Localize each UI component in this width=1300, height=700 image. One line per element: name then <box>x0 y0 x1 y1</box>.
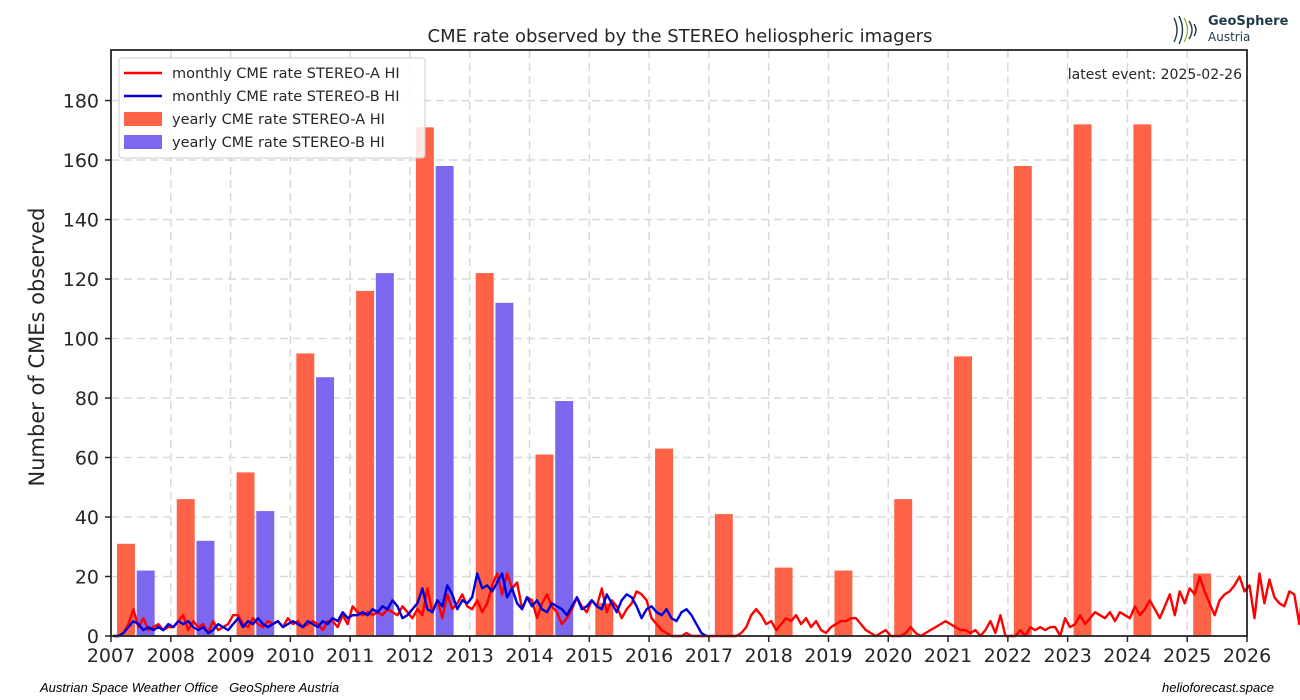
bar-stereo-a-2022 <box>1013 166 1032 637</box>
bar-stereo-a-2011 <box>356 290 375 636</box>
x-tick-label: 2021 <box>924 645 972 667</box>
x-tick-label: 2017 <box>685 645 733 667</box>
bars <box>116 124 1212 637</box>
bar-stereo-b-2007 <box>136 570 155 636</box>
x-tick-label: 2007 <box>87 645 135 667</box>
x-tick-label: 2009 <box>206 645 254 667</box>
bar-stereo-b-2010 <box>316 377 335 636</box>
x-tick-label: 2018 <box>745 645 793 667</box>
logo-line2: Austria <box>1208 30 1251 44</box>
bar-stereo-a-2024 <box>1133 124 1152 636</box>
monthly-line-stereo-b <box>113 572 708 638</box>
footer-website: helioforecast.space <box>1161 680 1274 695</box>
bar-stereo-b-2008 <box>196 540 215 636</box>
plot-frame <box>110 49 1248 637</box>
y-tick-label: 180 <box>63 91 99 113</box>
legend-box <box>118 57 426 159</box>
bar-stereo-a-2025 <box>1193 573 1212 636</box>
legend-label: monthly CME rate STEREO-B HI <box>172 89 399 105</box>
monthly-lines <box>113 572 1300 638</box>
legend-label: yearly CME rate STEREO-A HI <box>172 112 385 128</box>
bar-stereo-b-2009 <box>256 511 275 636</box>
footer-credit: Austrian Space Weather Office GeoSphere … <box>40 680 340 695</box>
y-tick-label: 40 <box>75 507 99 529</box>
y-tick-label: 120 <box>63 269 99 291</box>
x-tick-label: 2011 <box>326 645 374 667</box>
y-tick-label: 160 <box>63 150 99 172</box>
geosphere-waves-icon <box>1173 15 1197 45</box>
x-tick-label: 2012 <box>386 645 434 667</box>
x-tick-label: 2010 <box>266 645 314 667</box>
x-tick-label: 2014 <box>505 645 553 667</box>
x-tick-label: 2016 <box>625 645 673 667</box>
bar-stereo-a-2015 <box>595 603 614 636</box>
x-tick-label: 2022 <box>984 645 1032 667</box>
bar-stereo-a-2017 <box>714 514 733 636</box>
bar-stereo-a-2020 <box>894 499 913 636</box>
x-tick-label: 2015 <box>565 645 613 667</box>
bar-stereo-a-2023 <box>1073 124 1092 636</box>
bar-stereo-a-2018 <box>774 567 793 636</box>
bar-stereo-a-2021 <box>954 356 972 636</box>
y-tick-label: 20 <box>75 567 99 589</box>
x-tick-label: 2013 <box>446 645 494 667</box>
chart-title: CME rate observed by the STEREO heliosph… <box>428 26 933 47</box>
axes: 2007 2008 2009 2010 2011 2012 2013 2014 2015 2016… <box>63 49 1271 667</box>
monthly-line-stereo-a <box>113 572 1300 638</box>
legend-swatch-bar <box>124 135 162 149</box>
x-tick-label: 2024 <box>1103 645 1151 667</box>
legend-label: monthly CME rate STEREO-A HI <box>172 66 400 82</box>
legend-label: yearly CME rate STEREO-B HI <box>172 135 385 151</box>
y-tick-label: 80 <box>75 388 99 410</box>
x-tick-label: 2025 <box>1163 645 1211 667</box>
bar-stereo-b-2011 <box>375 273 394 636</box>
x-tick-label: 2023 <box>1043 645 1091 667</box>
bar-stereo-a-2008 <box>176 499 195 636</box>
bar-stereo-a-2019 <box>834 570 853 636</box>
bar-stereo-a-2012 <box>415 127 434 637</box>
bar-stereo-a-2009 <box>236 472 255 636</box>
x-tick-label: 2019 <box>804 645 852 667</box>
bar-stereo-b-2013 <box>495 302 514 636</box>
y-tick-label: 0 <box>87 626 99 648</box>
bar-stereo-a-2013 <box>475 273 494 636</box>
logo-line1: GeoSphere <box>1208 14 1289 29</box>
bar-stereo-a-2007 <box>116 543 135 636</box>
bar-stereo-a-2016 <box>655 448 674 636</box>
x-tick-label: 2026 <box>1223 645 1271 667</box>
y-tick-label: 140 <box>63 210 99 232</box>
y-axis-label: Number of CMEs observed <box>25 208 49 487</box>
bar-stereo-a-2010 <box>296 353 315 636</box>
geosphere-logo: GeoSphere Austria <box>1168 12 1288 48</box>
legend: monthly CME rate STEREO-A HI monthly CME … <box>118 57 426 159</box>
x-tick-label: 2020 <box>864 645 912 667</box>
x-tick-label: 2008 <box>147 645 195 667</box>
latest-event-annotation: latest event: 2025-02-26 <box>1068 67 1242 83</box>
legend-swatch-bar <box>124 112 162 126</box>
bar-stereo-b-2014 <box>555 401 574 636</box>
y-tick-label: 60 <box>75 448 99 470</box>
bar-stereo-a-2014 <box>535 454 554 636</box>
bar-stereo-b-2012 <box>435 166 454 637</box>
y-tick-label: 100 <box>63 329 99 351</box>
